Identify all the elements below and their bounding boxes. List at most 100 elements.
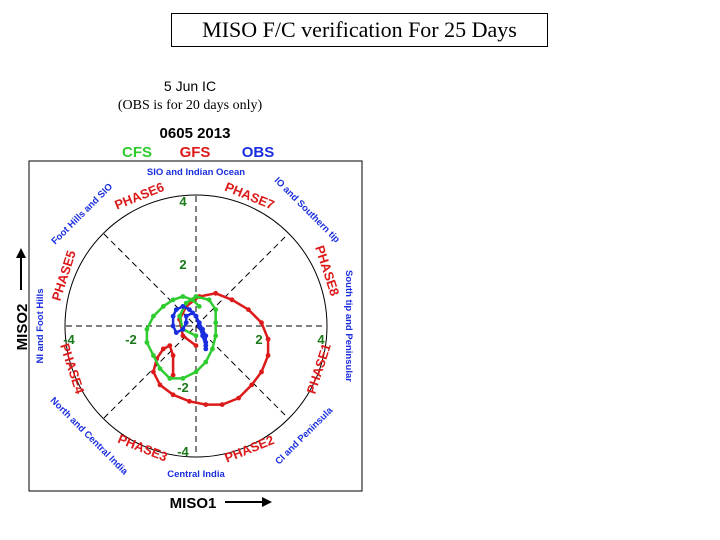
- series-point-obs: [196, 323, 202, 329]
- series-point-cfs: [180, 294, 186, 299]
- series-point-gfs: [151, 369, 156, 375]
- divider-diag-2: [103, 233, 289, 419]
- series-point-obs: [180, 326, 186, 332]
- series-point-gfs: [265, 336, 271, 342]
- series-point-gfs: [193, 343, 199, 348]
- x-tick-label: -2: [125, 332, 137, 347]
- series-point-gfs: [259, 369, 264, 375]
- unit-circle: [64, 194, 328, 458]
- y-tick-label: -2: [177, 380, 189, 395]
- chart-title: 0605 2013: [160, 125, 231, 142]
- series-point-cfs: [193, 294, 199, 299]
- series-point-gfs: [170, 392, 176, 398]
- series-point-obs: [183, 320, 189, 326]
- series-point-obs: [193, 313, 199, 319]
- phase-label-4: PHASE4: [57, 342, 88, 397]
- series-point-obs: [170, 313, 176, 319]
- phase-label-3: PHASE3: [116, 431, 170, 464]
- x-tick-label: -4: [63, 332, 75, 347]
- phase-label-1: PHASE1: [304, 342, 334, 396]
- region-label-bottom-right: CI and Peninsula: [273, 405, 335, 467]
- series-point-obs: [183, 313, 189, 319]
- series-point-obs: [203, 333, 209, 339]
- series-point-cfs: [151, 353, 156, 358]
- series-point-obs: [173, 307, 179, 312]
- series-point-cfs: [206, 297, 212, 303]
- series-point-cfs: [203, 359, 209, 365]
- x-axis-arrow: [225, 497, 272, 507]
- ic-date-label: 5 Jun IC: [163, 78, 217, 94]
- region-label-left: NI and Foot Hills: [35, 289, 46, 364]
- series-point-cfs: [210, 346, 215, 352]
- y-tick-label: -4: [177, 444, 189, 459]
- series-point-obs: [170, 323, 176, 329]
- legend-obs: OBS: [242, 144, 275, 161]
- series-point-gfs: [259, 320, 264, 326]
- series-point-gfs: [167, 343, 173, 348]
- series-layer: [144, 290, 271, 407]
- series-point-obs: [180, 304, 186, 309]
- series-point-cfs: [177, 313, 183, 319]
- phase-label-2: PHASE2: [222, 432, 276, 465]
- series-point-cfs: [213, 320, 219, 326]
- series-point-cfs: [190, 297, 196, 303]
- series-point-gfs: [265, 353, 271, 358]
- series-point-obs: [190, 310, 196, 316]
- y-tick-label: 4: [179, 194, 187, 209]
- series-point-cfs: [144, 326, 150, 332]
- x-axis-arrow-head: [262, 497, 272, 507]
- phase-label-7: PHASE7: [223, 179, 277, 212]
- series-point-gfs: [170, 353, 176, 358]
- region-label-bottom: Central India: [167, 469, 225, 480]
- region-label-bottom-left: North and Central India: [48, 395, 131, 478]
- series-point-gfs: [180, 333, 186, 339]
- series-point-obs: [203, 340, 209, 345]
- series-point-cfs: [160, 304, 166, 309]
- phase-dividers: [66, 196, 326, 456]
- region-label-top: SIO and Indian Ocean: [147, 167, 245, 178]
- series-point-obs: [203, 346, 209, 352]
- series-point-obs: [187, 307, 192, 312]
- series-point-cfs: [167, 376, 173, 381]
- series-point-cfs: [180, 376, 186, 381]
- region-label-right: South tip and Peninsular: [343, 270, 354, 382]
- phase-label-5: PHASE5: [49, 249, 79, 303]
- x-axis-label: MISO1: [170, 495, 217, 512]
- phase-label-8: PHASE8: [312, 244, 342, 298]
- y-axis-arrow-head: [16, 248, 26, 258]
- series-point-gfs: [157, 382, 163, 388]
- plot-frame: [28, 160, 363, 492]
- series-point-gfs: [229, 297, 235, 303]
- series-point-cfs: [183, 300, 189, 306]
- series-point-gfs: [219, 402, 225, 407]
- series-point-gfs: [249, 382, 255, 388]
- series-point-cfs: [213, 333, 219, 339]
- series-point-gfs: [236, 395, 242, 401]
- region-label-top-left: Foot Hills and SIO: [49, 181, 115, 247]
- series-point-obs: [196, 320, 202, 326]
- x-tick-label: 4: [317, 332, 325, 347]
- y-axis-arrow: [16, 248, 26, 290]
- series-point-cfs: [193, 369, 199, 375]
- x-tick-label: 2: [255, 332, 262, 347]
- series-point-cfs: [157, 366, 163, 371]
- series-point-gfs: [187, 398, 192, 404]
- y-axis-label: MISO2: [14, 304, 31, 351]
- page-title: MISO F/C verification For 25 Days: [171, 13, 548, 47]
- series-point-cfs: [213, 307, 219, 312]
- obs-note-label: (OBS is for 20 days only): [117, 98, 263, 113]
- series-point-gfs: [213, 290, 219, 296]
- series-point-gfs: [160, 346, 166, 352]
- series-point-obs: [200, 326, 206, 332]
- series-point-cfs: [196, 304, 202, 309]
- series-point-cfs: [193, 333, 199, 339]
- series-point-gfs: [170, 372, 176, 378]
- legend-cfs: CFS: [122, 144, 152, 161]
- series-point-obs: [173, 330, 179, 335]
- series-point-gfs: [203, 402, 209, 407]
- series-point-cfs: [144, 340, 150, 345]
- series-point-gfs: [246, 307, 251, 312]
- region-label-top-right: IO and Southern tip: [272, 175, 342, 245]
- series-point-cfs: [170, 297, 176, 303]
